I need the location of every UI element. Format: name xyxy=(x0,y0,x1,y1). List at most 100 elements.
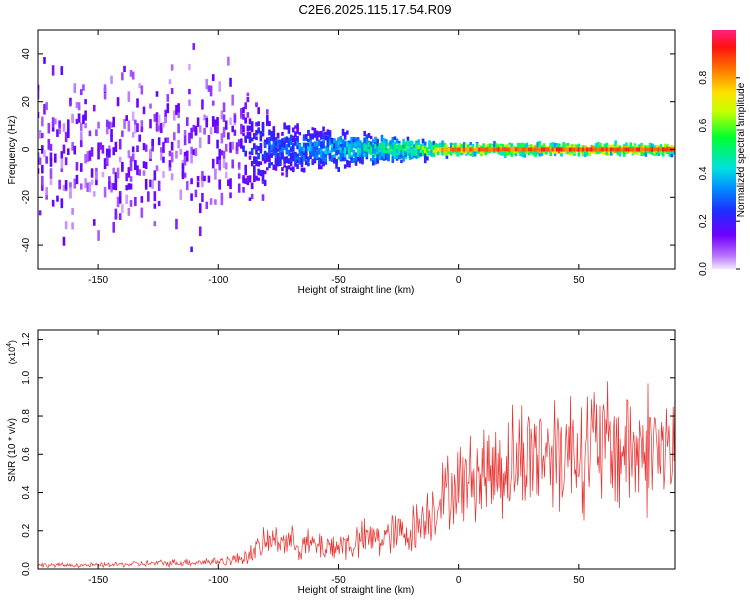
spectrogram-cell xyxy=(237,162,241,168)
spectrogram-cell xyxy=(320,143,323,149)
spectrogram-cell xyxy=(330,148,334,153)
spectrogram-cell xyxy=(365,139,369,146)
spectrogram-cell xyxy=(436,143,440,151)
spectrogram-cell xyxy=(198,226,202,237)
spectrogram-cell xyxy=(235,142,239,152)
spectrogram-cell xyxy=(129,160,133,172)
spectrogram-cell xyxy=(385,141,388,146)
spectrogram-cell xyxy=(415,144,418,150)
spectrogram-cell xyxy=(285,136,289,143)
spectrogram-cell xyxy=(400,150,403,156)
spectrogram-cell xyxy=(428,151,431,156)
y-tick-label: 40 xyxy=(21,48,32,60)
colorbar-label: Normalized spectral amplitude xyxy=(736,82,747,217)
spectrogram-cell xyxy=(229,77,232,87)
spectrogram-cell xyxy=(330,155,334,161)
spectrogram-cell xyxy=(248,155,252,160)
spectrogram-cell xyxy=(177,139,180,149)
spectrogram-cell xyxy=(49,158,53,167)
spectrogram-cell xyxy=(259,170,263,175)
spectrogram-cell xyxy=(581,145,585,150)
spectrogram-cell xyxy=(244,102,247,110)
spectrogram-cell xyxy=(354,142,358,148)
spectrogram-cell xyxy=(387,153,390,160)
spectrogram-cell xyxy=(259,145,263,152)
spectrogram-cell xyxy=(268,129,271,136)
spectrogram-cell xyxy=(423,156,427,164)
spectrogram-cell xyxy=(367,149,371,153)
spectrogram-cell xyxy=(214,199,217,205)
spectrogram-cell xyxy=(525,147,529,152)
spectrogram-cell xyxy=(105,156,109,164)
spectrogram-cell xyxy=(84,123,87,129)
spectrogram-cell xyxy=(220,196,224,206)
spectrogram-cell xyxy=(382,148,386,154)
spectrogram-cell xyxy=(471,149,475,157)
spectrogram-cell xyxy=(482,147,485,152)
spectrogram-cell xyxy=(503,151,507,155)
spectrogram-cell xyxy=(577,147,581,152)
spectrogram-cell xyxy=(244,136,247,143)
spectrogram-cell xyxy=(220,110,224,120)
spectrogram-cell xyxy=(478,147,481,152)
spectrogram-cell xyxy=(352,157,356,163)
spectrogram-cell xyxy=(415,153,418,159)
spectrogram-cell xyxy=(298,151,302,156)
spectrogram-cell xyxy=(382,138,386,144)
spectrogram-cell xyxy=(402,153,405,157)
spectrogram-cell xyxy=(289,134,293,142)
spectrogram-cell xyxy=(326,146,330,153)
spectrogram-cell xyxy=(140,196,144,203)
spectrogram-cell xyxy=(532,147,535,152)
spectrogram-cell xyxy=(84,154,87,164)
spectrogram-cell xyxy=(393,153,397,159)
spectrogram-cell xyxy=(423,141,427,146)
spectrogram-cell xyxy=(134,196,137,207)
spectrogram-cell xyxy=(484,150,488,156)
spectrogram-cell xyxy=(404,142,408,149)
spectrogram-cell xyxy=(172,132,176,141)
spectrogram-cell xyxy=(369,148,373,152)
y-tick-label: -40 xyxy=(21,237,32,252)
spectrogram-cell xyxy=(144,144,148,152)
spectrogram-cell xyxy=(246,179,250,186)
colorbar-tick-label: 0.8 xyxy=(698,70,709,84)
spectrogram-cell xyxy=(553,150,557,154)
spectrogram-cell xyxy=(60,199,64,208)
spectrogram-cell xyxy=(64,221,68,230)
spectrogram-cell xyxy=(242,132,245,137)
spectrogram-cell xyxy=(603,144,607,151)
spectrogram-cell xyxy=(356,149,360,154)
spectrogram-cell xyxy=(315,150,319,156)
spectrogram-cell xyxy=(597,147,600,152)
spectrogram-cell xyxy=(372,147,375,154)
snr-x-label: Height of straight line (km) xyxy=(298,585,415,596)
spectrogram-cell xyxy=(668,152,672,157)
spectrogram-cell xyxy=(317,163,321,170)
spectrogram-cell xyxy=(43,57,46,64)
spectrogram-cell xyxy=(471,143,475,148)
spectrogram-cell xyxy=(380,155,384,161)
spectrogram-cell xyxy=(168,160,172,168)
spectrogram-cell xyxy=(172,110,176,121)
spectrogram-cell xyxy=(488,147,492,152)
spectrogram-cell xyxy=(350,143,353,151)
spectrogram-cell xyxy=(127,207,131,216)
spectrogram-cell xyxy=(149,179,152,188)
spectrogram-cell xyxy=(253,132,256,140)
spectrogram-cell xyxy=(339,147,343,151)
spectrogram-cell xyxy=(60,66,64,76)
spectrogram-cell xyxy=(43,104,46,115)
spectrogram-cell xyxy=(391,137,395,144)
spectrogram-cell xyxy=(378,148,382,153)
spectrogram-cell xyxy=(337,167,341,173)
spectrogram-cell xyxy=(339,136,343,141)
spectrogram-cell xyxy=(426,156,429,161)
spectrogram-cell xyxy=(51,117,55,128)
spectrogram-cell xyxy=(352,142,356,147)
spectrogram-cell xyxy=(458,147,462,152)
spectrogram-cell xyxy=(266,158,269,162)
spectrogram-cell xyxy=(60,151,64,161)
spectrogram-cell xyxy=(270,152,273,158)
spectrogram-cell xyxy=(473,147,477,152)
